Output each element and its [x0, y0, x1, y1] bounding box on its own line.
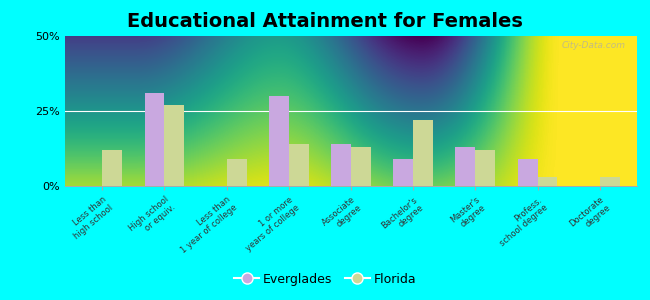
Text: City-Data.com: City-Data.com: [562, 40, 625, 50]
Bar: [102, 150, 122, 186]
Bar: [269, 96, 289, 186]
Text: Educational Attainment for Females: Educational Attainment for Females: [127, 12, 523, 31]
Bar: [413, 120, 433, 186]
Bar: [351, 147, 371, 186]
Bar: [517, 159, 538, 186]
Bar: [600, 177, 619, 186]
Bar: [538, 177, 558, 186]
Legend: Everglades, Florida: Everglades, Florida: [229, 268, 421, 291]
Bar: [144, 93, 164, 186]
Bar: [456, 147, 475, 186]
Bar: [393, 159, 413, 186]
Bar: [475, 150, 495, 186]
Bar: [331, 144, 351, 186]
Bar: [289, 144, 309, 186]
Bar: [164, 105, 185, 186]
Bar: [227, 159, 246, 186]
